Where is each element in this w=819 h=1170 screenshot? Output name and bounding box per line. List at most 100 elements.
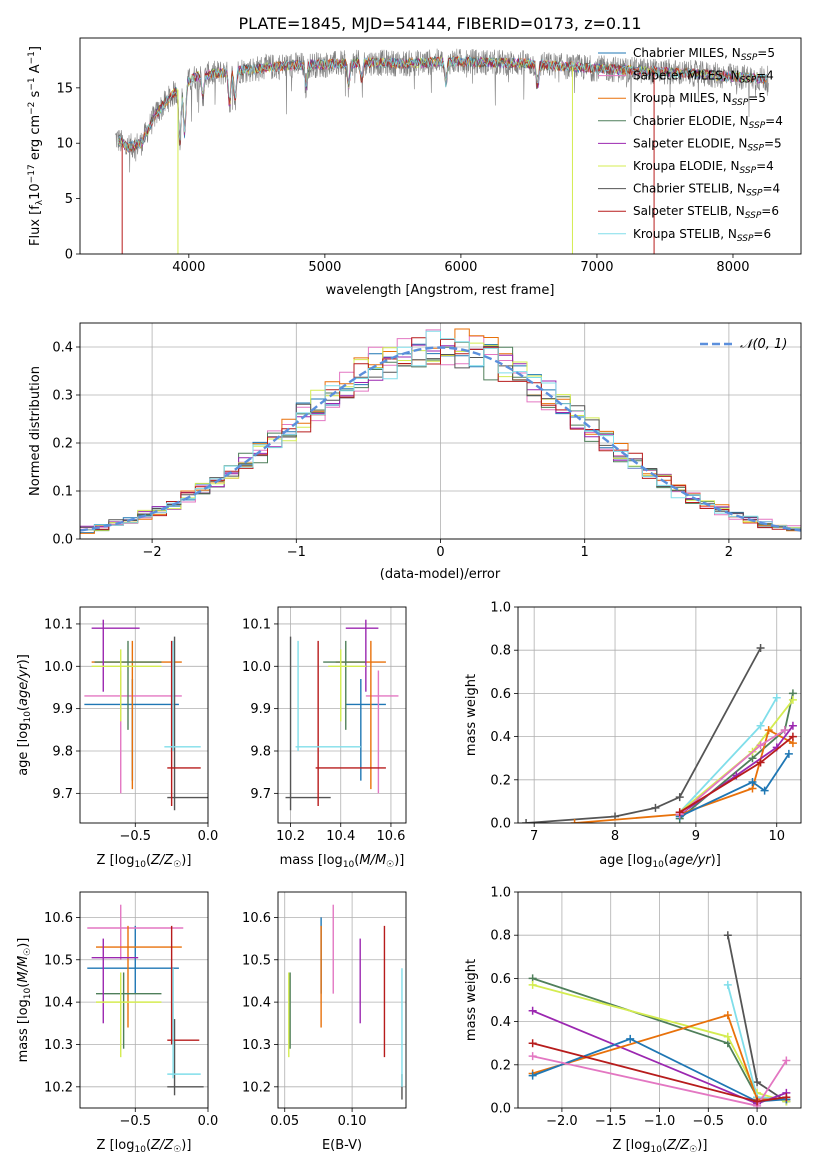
marker-chabrier_stelib — [675, 793, 684, 802]
plot-spectrum: 4000 5000 6000 7000 8000 0 5 10 15 wavelength [An… — [27, 37, 802, 298]
y-tick-label: 10.6 — [44, 911, 73, 926]
y-tick-label: 0.0 — [490, 1102, 511, 1117]
marker-chabrier_stelib — [753, 1078, 762, 1087]
axes-frame — [277, 606, 407, 824]
histogram-kroupa_stelib — [80, 330, 801, 531]
series-chabrier_stelib — [526, 647, 762, 823]
marker-salpeter_stelib — [788, 732, 797, 741]
axes-frame — [79, 891, 209, 1109]
plot-area — [528, 931, 791, 1108]
y-tick-label: 0.6 — [490, 972, 511, 987]
axes-frame — [79, 37, 802, 255]
plot-mass_vs_Z: −0.5 0.0 10.2 10.3 10.4 10.5 10.6 Z [log10(Z/Z☉… — [16, 891, 219, 1155]
marker-chabrier_miles — [528, 1071, 537, 1080]
marker-salpeter_stelib — [756, 758, 765, 767]
marker-chabrier_stelib — [723, 931, 732, 940]
x-tick-label: 0.0 — [747, 1114, 768, 1129]
marker-kroupa_stelib — [772, 693, 781, 702]
model-spectrum-kroupa_stelib — [117, 55, 768, 153]
marker-salpeter_stelib — [753, 1097, 762, 1106]
y-tick-label: 10.4 — [44, 996, 73, 1011]
y-tick-label: 5 — [65, 192, 73, 207]
y-axis-label: Flux [fλ10−17 erg cm−2 s−1 A−1] — [27, 46, 45, 246]
marker-kroupa_miles — [723, 1011, 732, 1020]
legend-label: Kroupa STELIB, NSSP=6 — [633, 227, 771, 244]
y-tick-label: 9.7 — [250, 787, 271, 802]
x-axis-label: age [log10(age/yr)] — [599, 853, 721, 870]
y-tick-label: 9.8 — [52, 745, 73, 760]
y-tick-label: 0.4 — [490, 730, 511, 745]
plot-residuals: −2 −1 0 1 2 0.0 0.1 0.2 0.3 0.4 𝒩(0, 1) (data-model… — [28, 322, 802, 582]
axes-frame — [277, 891, 407, 1109]
plot-area — [115, 48, 769, 254]
y-tick-label: 0.2 — [490, 773, 511, 788]
y-tick-label: 15 — [56, 81, 73, 96]
y-axis-label: age [log10(age/yr)] — [16, 654, 33, 776]
x-tick-label: 7000 — [580, 260, 613, 275]
y-tick-label: 10.3 — [242, 1038, 271, 1053]
x-tick-label: 6000 — [444, 260, 477, 275]
x-tick-label: 0.05 — [270, 1114, 299, 1129]
y-tick-label: 0.6 — [490, 687, 511, 702]
y-tick-label: 10.3 — [44, 1038, 73, 1053]
x-axis-label: (data-model)/error — [380, 567, 501, 582]
x-tick-label: 10 — [768, 829, 785, 844]
x-tick-label: 10.4 — [326, 829, 355, 844]
marker-chabrier_stelib — [651, 803, 660, 812]
plot-mass_vs_ebv: 0.05 0.10 10.2 10.3 10.4 10.5 10.6 E(B-V) — [242, 891, 407, 1153]
y-tick-label: 10.5 — [242, 953, 271, 968]
y-tick-label: 0.2 — [52, 437, 73, 452]
x-tick-label: 0.10 — [338, 1114, 367, 1129]
x-axis-label: Z [log10(Z/Z☉)] — [97, 1138, 192, 1155]
x-tick-label: 8 — [611, 829, 619, 844]
x-tick-label: 5000 — [308, 260, 341, 275]
series-chabrier_miles — [679, 753, 790, 818]
x-tick-label: 8000 — [716, 260, 749, 275]
x-tick-label: −2 — [143, 545, 162, 560]
legend-label: 𝒩(0, 1) — [740, 337, 787, 352]
x-tick-label: −1 — [287, 545, 306, 560]
y-tick-label: 0 — [65, 248, 73, 263]
y-tick-label: 0.8 — [490, 929, 511, 944]
marker-salpeter_miles — [782, 1056, 791, 1065]
marker-chabrier_miles — [760, 786, 769, 795]
marker-salpeter_miles — [528, 1052, 537, 1061]
y-tick-label: 9.8 — [250, 745, 271, 760]
y-tick-label: 1.0 — [490, 601, 511, 616]
y-tick-label: 1.0 — [490, 886, 511, 901]
x-axis-label: Z [log10(Z/Z☉)] — [97, 853, 192, 870]
y-tick-label: 10 — [56, 137, 73, 152]
marker-salpeter_stelib — [675, 808, 684, 817]
x-tick-label: 2 — [725, 545, 733, 560]
y-axis-label: Normed distribution — [28, 366, 43, 496]
y-tick-label: 10.5 — [44, 953, 73, 968]
plot-area — [87, 904, 204, 1096]
y-tick-label: 10.2 — [44, 1080, 73, 1095]
legend-label: Salpeter MILES, NSSP=4 — [633, 69, 774, 86]
series-chabrier_miles — [532, 1037, 787, 1103]
legend-label: Salpeter ELODIE, NSSP=5 — [633, 136, 782, 153]
y-tick-label: 0.0 — [52, 533, 73, 548]
y-tick-label: 0.4 — [52, 341, 73, 356]
marker-kroupa_miles — [570, 819, 579, 823]
x-tick-label: −2.0 — [546, 1114, 578, 1129]
x-tick-label: −1.5 — [595, 1114, 627, 1129]
x-tick-label: −1.0 — [644, 1114, 676, 1129]
plot-area — [285, 619, 399, 811]
y-axis-label: mass weight — [464, 674, 479, 756]
marker-salpeter_stelib — [782, 1093, 791, 1102]
y-tick-label: 0.2 — [490, 1058, 511, 1073]
x-axis-label: mass [log10(M/M☉)] — [280, 853, 405, 870]
axes-frame — [517, 891, 802, 1109]
x-axis-label: wavelength [Angstrom, rest frame] — [326, 283, 555, 298]
legend-label: Chabrier ELODIE, NSSP=4 — [633, 114, 783, 131]
normal-curve — [80, 346, 801, 532]
y-tick-label: 0.4 — [490, 1015, 511, 1030]
marker-kroupa_stelib — [756, 721, 765, 730]
x-tick-label: 0.0 — [198, 1114, 219, 1129]
marker-salpeter_miles — [756, 741, 765, 750]
x-axis-label: Z [log10(Z/Z☉)] — [613, 1138, 708, 1155]
marker-salpeter_miles — [780, 726, 789, 735]
y-tick-label: 10.4 — [242, 996, 271, 1011]
y-tick-label: 9.7 — [52, 787, 73, 802]
